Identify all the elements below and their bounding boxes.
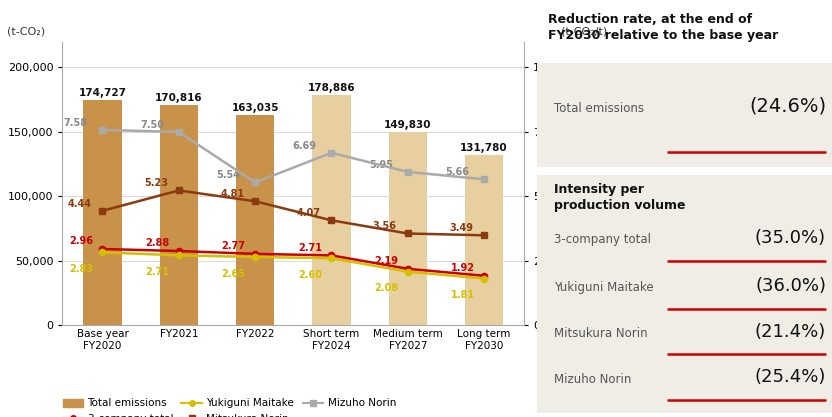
Text: 2.71: 2.71 [146, 267, 170, 277]
Text: Mizuho Norin: Mizuho Norin [554, 373, 631, 386]
Legend: Total emissions, 3-company total, Yukiguni Maitake, Mitsukura Norin, Mizuho Nori: Total emissions, 3-company total, Yukigu… [58, 394, 400, 417]
Bar [312, 95, 350, 325]
Text: 4.07: 4.07 [296, 208, 320, 218]
Text: 170,816: 170,816 [155, 93, 203, 103]
Text: Yukiguni Maitake: Yukiguni Maitake [554, 281, 654, 294]
Text: 2.88: 2.88 [146, 239, 170, 249]
Text: 2.83: 2.83 [69, 264, 93, 274]
Text: 2.77: 2.77 [222, 241, 245, 251]
Text: 2.71: 2.71 [298, 243, 322, 253]
Text: Reduction rate, at the end of
FY2030 relative to the base year: Reduction rate, at the end of FY2030 rel… [548, 13, 779, 42]
Text: 1.81: 1.81 [451, 290, 475, 300]
Text: 5.66: 5.66 [445, 167, 469, 177]
Text: 7.58: 7.58 [64, 118, 88, 128]
Text: 4.81: 4.81 [220, 189, 245, 199]
Text: (21.4%): (21.4%) [755, 322, 826, 341]
Text: (35.0%): (35.0%) [755, 229, 826, 247]
Text: 2.19: 2.19 [374, 256, 399, 266]
Text: (24.6%): (24.6%) [749, 97, 826, 116]
Text: (t-CO₂): (t-CO₂) [7, 26, 45, 36]
Text: 5.54: 5.54 [216, 171, 240, 181]
Bar [236, 115, 275, 325]
Text: 163,035: 163,035 [231, 103, 279, 113]
Text: 174,727: 174,727 [78, 88, 126, 98]
Text: (36.0%): (36.0%) [755, 276, 826, 295]
Text: (25.4%): (25.4%) [755, 368, 826, 387]
Text: 2.60: 2.60 [298, 270, 322, 280]
Text: 178,886: 178,886 [308, 83, 355, 93]
Text: 131,780: 131,780 [460, 143, 508, 153]
Text: 2.65: 2.65 [222, 269, 245, 279]
Text: Intensity per
production volume: Intensity per production volume [554, 183, 686, 213]
Text: 2.08: 2.08 [374, 283, 399, 293]
Text: 5.23: 5.23 [144, 178, 168, 188]
FancyBboxPatch shape [537, 63, 832, 167]
Text: 3.56: 3.56 [373, 221, 397, 231]
Text: 149,830: 149,830 [384, 120, 432, 130]
Text: 6.69: 6.69 [293, 141, 317, 151]
Bar [160, 105, 198, 325]
Text: Total emissions: Total emissions [554, 102, 644, 115]
Text: 2.96: 2.96 [69, 236, 93, 246]
Text: 5.95: 5.95 [369, 160, 393, 170]
Text: 3-company total: 3-company total [554, 233, 651, 246]
Text: 3.49: 3.49 [449, 223, 473, 233]
FancyBboxPatch shape [537, 175, 832, 413]
Bar [389, 132, 427, 325]
Bar [83, 100, 121, 325]
Text: 1.92: 1.92 [451, 263, 475, 273]
Text: 4.44: 4.44 [67, 199, 92, 209]
Text: (t-CO₂/t): (t-CO₂/t) [561, 26, 607, 36]
Text: Mitsukura Norin: Mitsukura Norin [554, 327, 648, 340]
Bar [465, 156, 503, 325]
Text: 7.50: 7.50 [140, 120, 164, 130]
